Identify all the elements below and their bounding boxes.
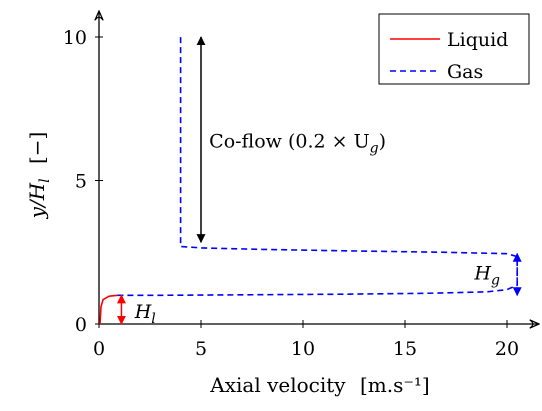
legend: Liquid Gas [378, 13, 530, 85]
annotation-subscript: g [370, 140, 379, 156]
annotation-suffix: ) [379, 130, 386, 152]
y-axis-label: y/H [25, 182, 49, 219]
legend-label-gas: Gas [447, 61, 483, 83]
y-axis-label-sub: l [37, 178, 53, 182]
annotation-text: H [473, 262, 491, 284]
x-ticks: 0 5 10 15 20 [93, 320, 519, 360]
y-axis-title: y/Hl [−] [25, 132, 54, 220]
x-tick-label: 10 [291, 338, 315, 360]
x-axis-label: Axial velocity [209, 373, 346, 397]
y-tick-label: 5 [75, 171, 87, 193]
annotation-subscript: l [151, 311, 155, 327]
y-ticks: 0 5 10 [63, 27, 103, 336]
annotation-text: Co-flow (0.2 × U [209, 130, 369, 152]
y-tick-label: 0 [75, 314, 87, 336]
x-tick-label: 5 [195, 338, 207, 360]
axes [99, 12, 538, 324]
annotation-label-coflow: Co-flow (0.2 × Ug) [209, 130, 386, 156]
annotation-text: H [134, 301, 152, 323]
x-tick-label: 0 [93, 338, 105, 360]
series-line-liquid [99, 294, 118, 325]
legend-label-liquid: Liquid [447, 29, 508, 51]
annotation-subscript: g [491, 272, 500, 288]
x-tick-label: 20 [495, 338, 519, 360]
x-tick-label: 15 [393, 338, 417, 360]
legend-box [378, 13, 530, 85]
x-axis-unit: [m.s⁻¹] [360, 373, 430, 397]
y-axis-unit: [−] [25, 132, 49, 164]
x-axis-title: Axial velocity [m.s⁻¹] [209, 373, 429, 397]
annotation-label-hg: Hg [473, 262, 500, 288]
y-tick-label: 10 [63, 27, 87, 49]
annotation-label-hl: Hl [134, 301, 156, 327]
